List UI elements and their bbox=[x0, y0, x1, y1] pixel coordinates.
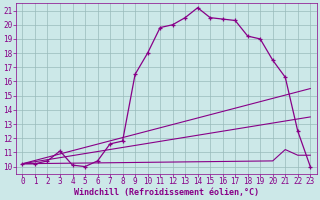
X-axis label: Windchill (Refroidissement éolien,°C): Windchill (Refroidissement éolien,°C) bbox=[74, 188, 259, 197]
